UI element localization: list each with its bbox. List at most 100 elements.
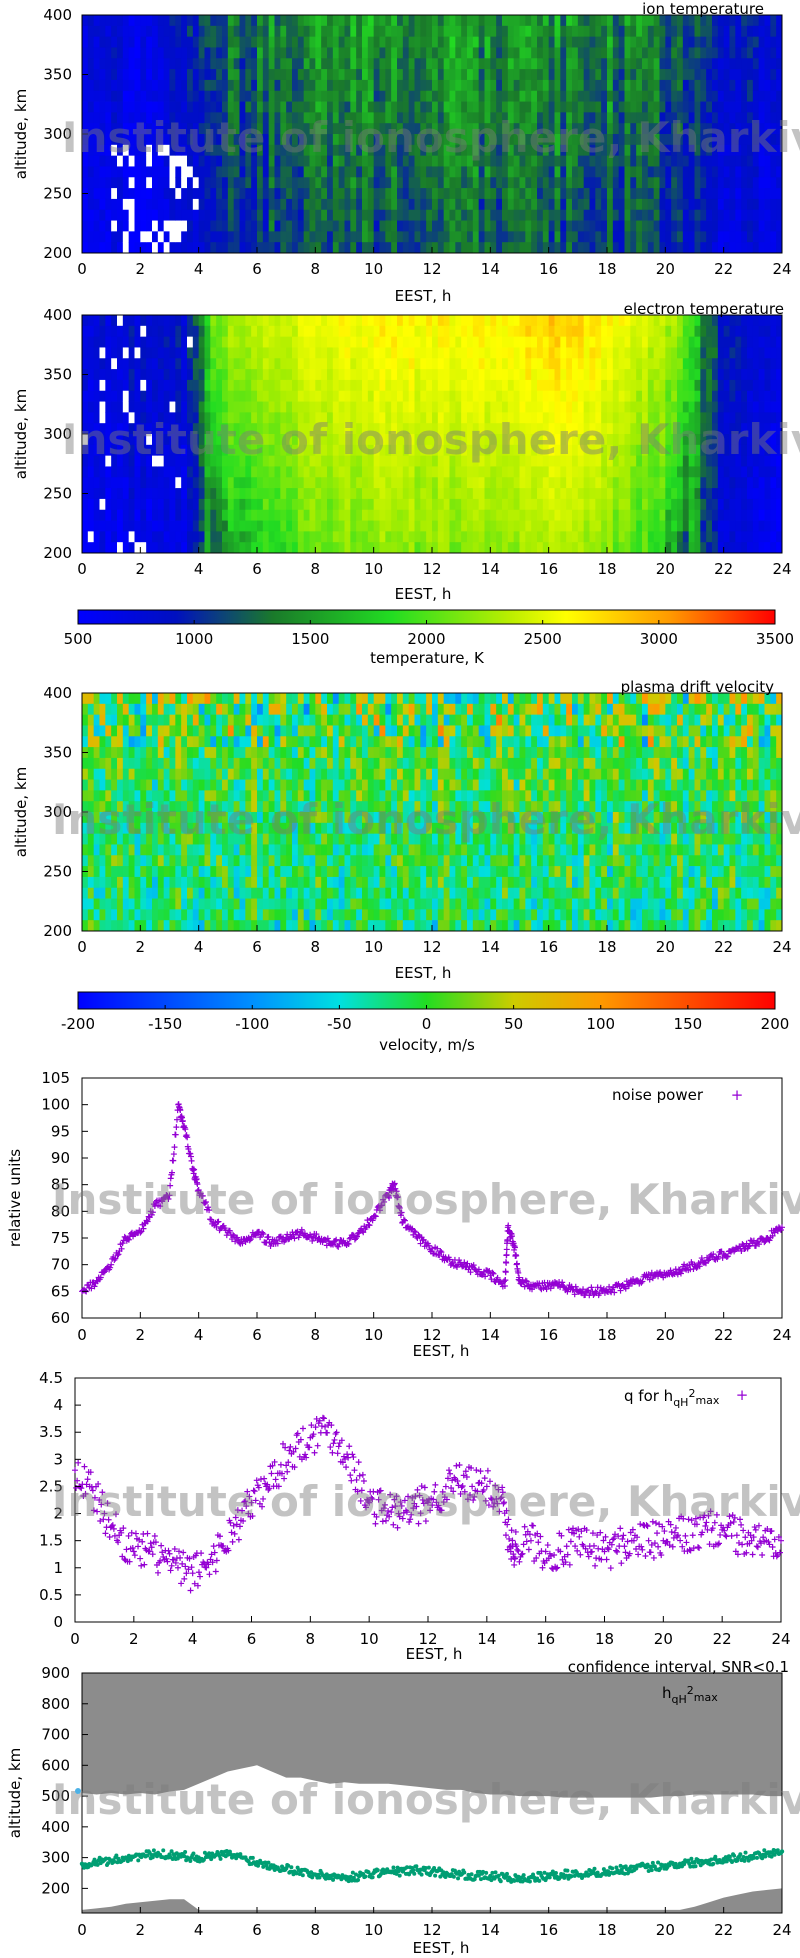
heatmap-cell	[309, 358, 316, 370]
heatmap-cell	[332, 498, 340, 511]
heatmap-cell	[572, 520, 579, 532]
heatmap-cell	[350, 144, 357, 157]
heatmap-cell	[601, 144, 608, 157]
heatmap-cell	[222, 209, 229, 221]
heatmap-cell	[216, 177, 223, 189]
heatmap-cell	[513, 434, 520, 446]
heatmap-cell	[688, 477, 695, 489]
heatmap-cell	[122, 144, 130, 157]
heatmap-cell	[338, 90, 345, 102]
heatmap-cell	[157, 531, 165, 543]
heatmap-cell	[694, 134, 701, 146]
heatmap-cell	[117, 401, 124, 413]
heatmap-cell	[624, 25, 631, 38]
heatmap-cell	[595, 434, 602, 446]
heatmap-cell	[583, 358, 590, 370]
heatmap-cell	[402, 188, 410, 200]
heatmap-cell	[146, 155, 153, 167]
heatmap-cell	[373, 198, 380, 211]
heatmap-cell	[507, 101, 515, 113]
heatmap-cell	[134, 242, 141, 254]
heatmap-cell	[321, 144, 328, 157]
heatmap-cell	[93, 466, 100, 478]
heatmap-cell	[397, 25, 404, 38]
heatmap-cell	[350, 401, 357, 413]
heatmap-cell	[537, 90, 544, 102]
heatmap-cell	[292, 231, 299, 243]
heatmap-cell	[671, 15, 678, 27]
heatmap-cell	[297, 542, 305, 554]
heatmap-cell	[187, 542, 194, 554]
heatmap-cell	[292, 520, 299, 532]
heatmap-cell	[408, 209, 415, 221]
heatmap-cell	[472, 166, 480, 178]
heatmap-cell	[327, 542, 334, 554]
heatmap-cell	[402, 455, 410, 467]
heatmap-cell	[624, 477, 631, 489]
heatmap-cell	[560, 325, 567, 338]
heatmap-cell	[758, 90, 765, 102]
heatmap-cell	[187, 15, 194, 27]
heatmap-cell	[472, 112, 480, 124]
heatmap-cell	[245, 412, 252, 424]
heatmap-cell	[741, 58, 748, 70]
heatmap-cell	[373, 36, 380, 48]
heatmap-cell	[216, 498, 223, 511]
heatmap-cell	[233, 79, 240, 92]
heatmap-cell	[408, 36, 415, 48]
heatmap-cell	[642, 488, 649, 500]
heatmap-cell	[402, 498, 410, 511]
heatmap-cell	[251, 477, 258, 489]
heatmap-cell	[612, 58, 620, 70]
heatmap-cell	[583, 90, 590, 102]
heatmap-cell	[239, 134, 246, 146]
heatmap-cell	[122, 90, 130, 102]
heatmap-cell	[630, 466, 637, 478]
heatmap-cell	[437, 79, 445, 92]
heatmap-cell	[525, 509, 532, 521]
heatmap-cell	[286, 379, 293, 392]
heatmap-cell	[490, 134, 497, 146]
heatmap-cell	[706, 177, 713, 189]
heatmap-cell	[741, 231, 748, 243]
heatmap-cell	[157, 477, 165, 489]
heatmap-cell	[321, 101, 328, 113]
heatmap-cell	[752, 242, 760, 254]
heatmap-cell	[204, 315, 211, 327]
heatmap-cell	[677, 498, 684, 511]
heatmap-cell	[391, 47, 398, 59]
heatmap-cell	[589, 315, 596, 327]
heatmap-cell	[297, 69, 305, 81]
heatmap-cell	[157, 155, 165, 167]
heatmap-cell	[723, 101, 730, 113]
heatmap-cell	[636, 242, 643, 254]
heatmap-cell	[467, 36, 474, 48]
heatmap-cell	[443, 358, 450, 370]
heatmap-cell	[624, 123, 631, 135]
heatmap-cell	[426, 336, 433, 348]
heatmap-cell	[280, 509, 287, 521]
heatmap-cell	[204, 177, 211, 189]
heatmap-cell	[175, 123, 182, 135]
heatmap-cell	[169, 315, 176, 327]
heatmap-cell	[187, 390, 194, 402]
heatmap-cell	[472, 47, 480, 59]
heatmap-cell	[157, 69, 165, 81]
heatmap-cell	[251, 177, 258, 189]
heatmap-cell	[478, 69, 485, 81]
heatmap-cell	[187, 242, 194, 254]
heatmap-cell	[502, 531, 509, 543]
heatmap-cell	[251, 188, 258, 200]
heatmap-cell	[181, 315, 188, 327]
heatmap-cell	[309, 101, 316, 113]
heatmap-cell	[198, 488, 205, 500]
heatmap-cell	[397, 423, 404, 435]
heatmap-cell	[169, 379, 176, 392]
heatmap-cell	[198, 390, 205, 402]
heatmap-cell	[227, 531, 235, 543]
heatmap-cell	[157, 488, 165, 500]
heatmap-cell	[630, 58, 637, 70]
heatmap-cell	[367, 15, 375, 27]
heatmap-cell	[210, 188, 217, 200]
heatmap-cell	[181, 177, 188, 189]
